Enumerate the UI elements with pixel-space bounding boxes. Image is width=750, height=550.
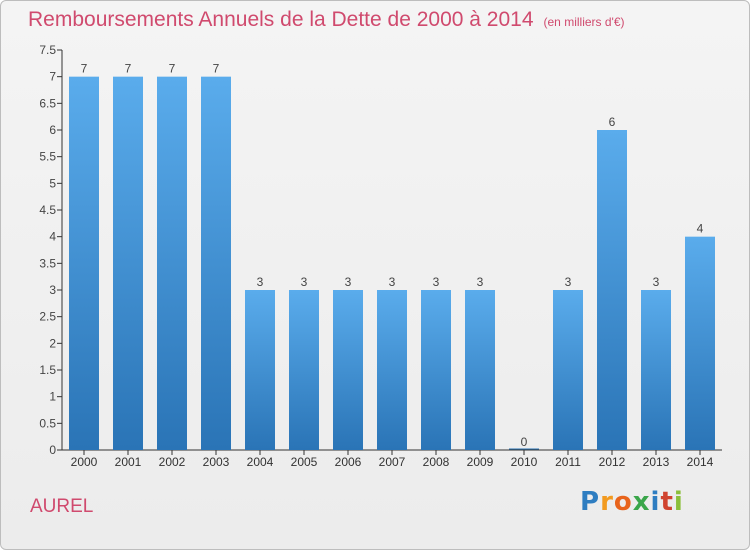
y-tick-label: 0 — [49, 443, 56, 457]
y-tick-label: 6 — [49, 123, 56, 137]
x-tick-label-2004: 2004 — [247, 455, 274, 469]
data-labels: 7 7 7 7 3 3 3 3 3 3 0 3 6 3 4 — [81, 62, 704, 449]
y-tick-label: 7 — [49, 70, 56, 84]
data-label-2001: 7 — [125, 62, 132, 76]
bar-2002 — [157, 76, 187, 451]
data-label-2002: 7 — [169, 62, 176, 76]
chart-title: Remboursements Annuels de la Dette de 20… — [28, 8, 534, 31]
proxiti-logo: Proxiti — [580, 487, 684, 517]
x-tick-label-2013: 2013 — [643, 455, 670, 469]
y-tick-label: 1 — [49, 390, 56, 404]
bar-2008 — [421, 290, 451, 450]
logo-letter: i — [673, 487, 684, 517]
x-tick-label-2014: 2014 — [687, 455, 714, 469]
data-label-2010: 0 — [521, 435, 528, 449]
y-tick-label: 1.5 — [39, 363, 56, 377]
logo-letter: i — [650, 487, 661, 517]
y-tick-label: 6.5 — [39, 96, 56, 110]
data-label-2013: 3 — [653, 275, 660, 289]
y-tick-label: 5.5 — [39, 150, 56, 164]
axes: 0 0.5 1 1.5 2 2.5 3 3.5 4 4.5 5 5.5 6 6.5 7 7.5 2000 2001… — [39, 43, 722, 469]
data-label-2003: 7 — [213, 62, 220, 76]
bar-2000 — [69, 76, 99, 451]
bar-2009 — [465, 290, 495, 450]
logo-letter: t — [660, 487, 674, 517]
bar-2011 — [553, 290, 583, 450]
data-label-2009: 3 — [477, 275, 484, 289]
y-tick-label: 3 — [49, 283, 56, 297]
logo-letter: P — [580, 487, 601, 517]
bar-2012 — [597, 130, 627, 450]
x-tick-label-2010: 2010 — [511, 455, 538, 469]
chart-unit-note: (en milliers d'€) — [543, 15, 625, 29]
data-label-2014: 4 — [697, 222, 704, 236]
bar-2014 — [685, 236, 715, 450]
bar-2004 — [245, 290, 275, 450]
bar-2007 — [377, 290, 407, 450]
bar-2006 — [333, 290, 363, 450]
x-tick-label-2006: 2006 — [335, 455, 362, 469]
data-label-2006: 3 — [345, 275, 352, 289]
bar-2001 — [113, 76, 143, 451]
y-tick-label: 4.5 — [39, 203, 56, 217]
data-label-2005: 3 — [301, 275, 308, 289]
x-tick-label-2000: 2000 — [71, 455, 98, 469]
data-label-2000: 7 — [81, 62, 88, 76]
bar-2003 — [201, 76, 231, 451]
bar-2005 — [289, 290, 319, 450]
y-tick-label: 4 — [49, 230, 56, 244]
bars — [69, 76, 715, 451]
y-tick-label: 0.5 — [39, 416, 56, 430]
bar-2013 — [641, 290, 671, 450]
x-tick-label-2009: 2009 — [467, 455, 494, 469]
data-label-2011: 3 — [565, 275, 572, 289]
x-tick-label-2007: 2007 — [379, 455, 406, 469]
data-label-2004: 3 — [257, 275, 264, 289]
x-tick-label-2011: 2011 — [555, 455, 581, 469]
town-name: AUREL — [30, 496, 94, 517]
logo-letter: r — [600, 487, 614, 517]
y-tick-label: 7.5 — [39, 43, 56, 57]
x-tick-label-2005: 2005 — [291, 455, 318, 469]
y-tick-label: 3.5 — [39, 256, 56, 270]
data-label-2008: 3 — [433, 275, 440, 289]
y-tick-label: 5 — [49, 176, 56, 190]
y-tick-label: 2.5 — [39, 310, 56, 324]
logo-letter: o — [613, 487, 633, 517]
chart-title-block: Remboursements Annuels de la Dette de 20… — [28, 8, 625, 32]
x-tick-label-2012: 2012 — [599, 455, 626, 469]
data-label-2007: 3 — [389, 275, 396, 289]
x-tick-label-2003: 2003 — [203, 455, 230, 469]
x-tick-label-2001: 2001 — [115, 455, 142, 469]
x-tick-label-2002: 2002 — [159, 455, 186, 469]
y-tick-label: 2 — [49, 336, 56, 350]
x-tick-label-2008: 2008 — [423, 455, 450, 469]
logo-letter: x — [632, 487, 651, 517]
data-label-2012: 6 — [609, 115, 616, 129]
